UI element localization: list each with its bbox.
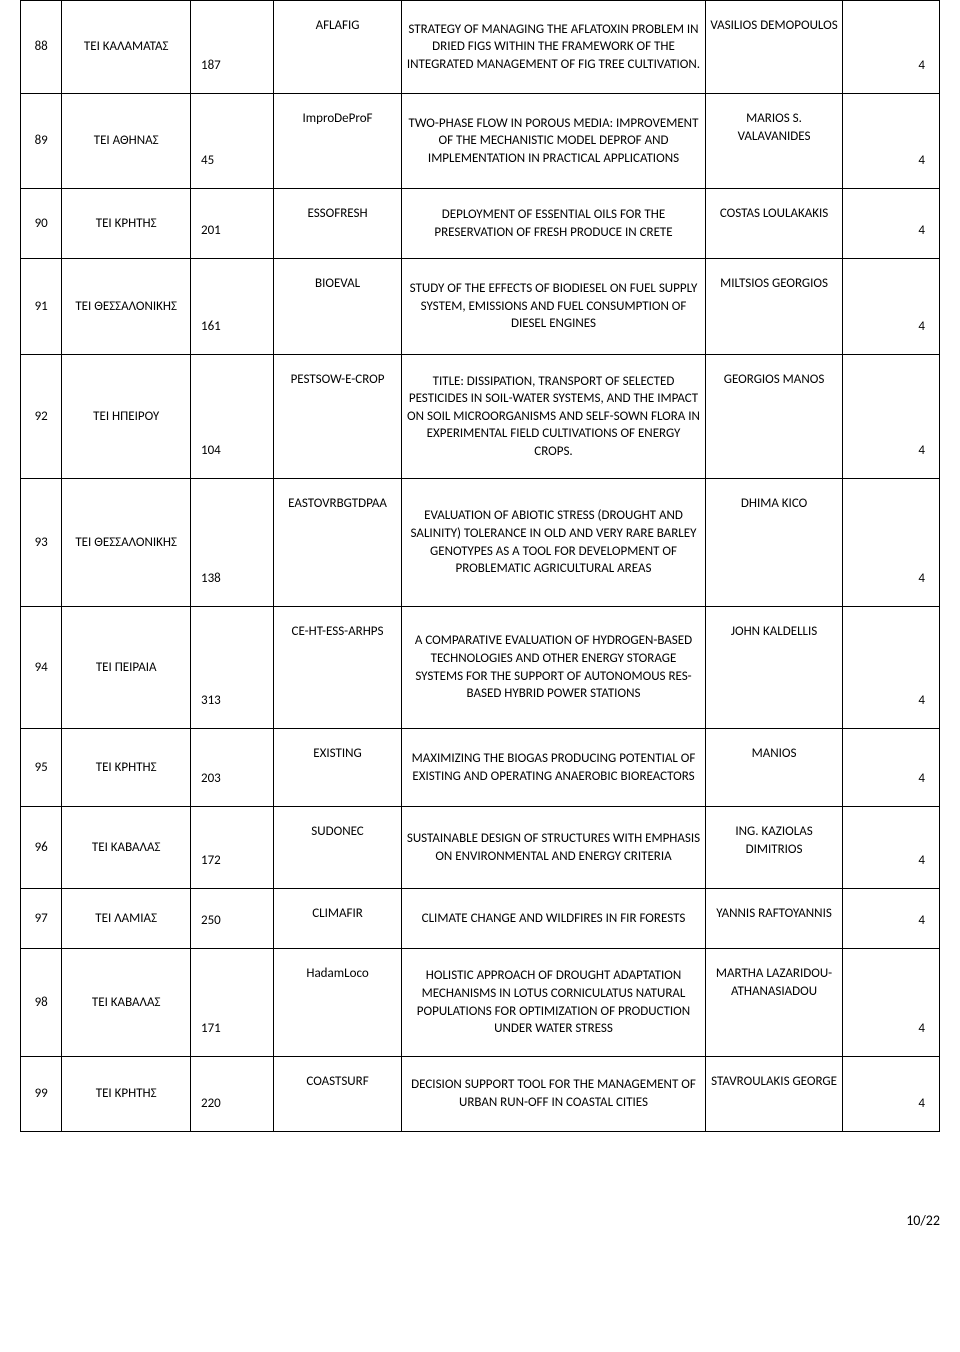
cell-num: 138 <box>191 479 274 607</box>
cell-title: CLIMATE CHANGE AND WILDFIRES IN FIR FORE… <box>402 889 705 949</box>
cell-person: VASILIOS DEMOPOULOS <box>705 1 843 94</box>
cell-person: MANIOS <box>705 729 843 807</box>
cell-acronym: ESSOFRESH <box>273 189 402 259</box>
cell-num: 313 <box>191 607 274 729</box>
cell-num: 172 <box>191 807 274 889</box>
cell-num: 250 <box>191 889 274 949</box>
cell-index: 93 <box>21 479 62 607</box>
cell-num: 161 <box>191 259 274 355</box>
cell-person: YANNIS RAFTOYANNIS <box>705 889 843 949</box>
cell-institution: ΤΕΙ ΗΠΕΙΡΟΥ <box>62 355 191 479</box>
cell-institution: ΤΕΙ ΚΑΛΑΜΑΤΑΣ <box>62 1 191 94</box>
cell-institution: ΤΕΙ ΘΕΣΣΑΛΟΝΙΚΗΣ <box>62 259 191 355</box>
cell-score: 4 <box>843 259 940 355</box>
cell-title: SUSTAINABLE DESIGN OF STRUCTURES WITH EM… <box>402 807 705 889</box>
cell-score: 4 <box>843 355 940 479</box>
cell-acronym: AFLAFIG <box>273 1 402 94</box>
cell-score: 4 <box>843 94 940 189</box>
cell-num: 220 <box>191 1057 274 1132</box>
cell-institution: ΤΕΙ ΚΑΒΑΛΑΣ <box>62 949 191 1057</box>
cell-acronym: SUDONEC <box>273 807 402 889</box>
cell-title: MAXIMIZING THE BIOGAS PRODUCING POTENTIA… <box>402 729 705 807</box>
cell-score: 4 <box>843 1 940 94</box>
table-row: 93ΤΕΙ ΘΕΣΣΑΛΟΝΙΚΗΣ138EASTOVRBGTDPAAEVALU… <box>21 479 940 607</box>
cell-acronym: COASTSURF <box>273 1057 402 1132</box>
cell-person: ING. KAZIOLAS DIMITRIOS <box>705 807 843 889</box>
cell-title: HOLISTIC APPROACH OF DROUGHT ADAPTATION … <box>402 949 705 1057</box>
cell-institution: ΤΕΙ ΚΡΗΤΗΣ <box>62 189 191 259</box>
table-row: 99ΤΕΙ ΚΡΗΤΗΣ220COASTSURFDECISION SUPPORT… <box>21 1057 940 1132</box>
cell-index: 89 <box>21 94 62 189</box>
cell-title: STRATEGY OF MANAGING THE AFLATOXIN PROBL… <box>402 1 705 94</box>
cell-acronym: ImproDeProF <box>273 94 402 189</box>
cell-person: COSTAS LOULAKAKIS <box>705 189 843 259</box>
cell-score: 4 <box>843 729 940 807</box>
cell-institution: ΤΕΙ ΛΑΜΙΑΣ <box>62 889 191 949</box>
table-row: 96ΤΕΙ ΚΑΒΑΛΑΣ172SUDONECSUSTAINABLE DESIG… <box>21 807 940 889</box>
cell-acronym: CE-HT-ESS-ARHPS <box>273 607 402 729</box>
cell-acronym: EXISTING <box>273 729 402 807</box>
table-row: 95ΤΕΙ ΚΡΗΤΗΣ203EXISTINGMAXIMIZING THE BI… <box>21 729 940 807</box>
cell-title: TITLE: DISSIPATION, TRANSPORT OF SELECTE… <box>402 355 705 479</box>
cell-num: 203 <box>191 729 274 807</box>
cell-institution: ΤΕΙ ΑΘΗΝΑΣ <box>62 94 191 189</box>
cell-score: 4 <box>843 1057 940 1132</box>
cell-index: 91 <box>21 259 62 355</box>
cell-title: DEPLOYMENT OF ESSENTIAL OILS FOR THE PRE… <box>402 189 705 259</box>
table-row: 91ΤΕΙ ΘΕΣΣΑΛΟΝΙΚΗΣ161BIOEVALSTUDY OF THE… <box>21 259 940 355</box>
table-row: 98ΤΕΙ ΚΑΒΑΛΑΣ171HadamLocoHOLISTIC APPROA… <box>21 949 940 1057</box>
cell-acronym: PESTSOW-E-CROP <box>273 355 402 479</box>
cell-institution: ΤΕΙ ΚΡΗΤΗΣ <box>62 1057 191 1132</box>
cell-score: 4 <box>843 607 940 729</box>
cell-score: 4 <box>843 807 940 889</box>
cell-index: 96 <box>21 807 62 889</box>
cell-person: MARTHA LAZARIDOU-ATHANASIADOU <box>705 949 843 1057</box>
cell-acronym: BIOEVAL <box>273 259 402 355</box>
table-body: 88ΤΕΙ ΚΑΛΑΜΑΤΑΣ187AFLAFIGSTRATEGY OF MAN… <box>21 1 940 1132</box>
cell-acronym: HadamLoco <box>273 949 402 1057</box>
cell-institution: ΤΕΙ ΚΡΗΤΗΣ <box>62 729 191 807</box>
cell-title: STUDY OF THE EFFECTS OF BIODIESEL ON FUE… <box>402 259 705 355</box>
cell-index: 98 <box>21 949 62 1057</box>
cell-num: 187 <box>191 1 274 94</box>
cell-index: 90 <box>21 189 62 259</box>
cell-title: A COMPARATIVE EVALUATION OF HYDROGEN-BAS… <box>402 607 705 729</box>
cell-person: MILTSIOS GEORGIOS <box>705 259 843 355</box>
cell-person: JOHN KALDELLIS <box>705 607 843 729</box>
cell-person: MARIOS S. VALAVANIDES <box>705 94 843 189</box>
cell-title: DECISION SUPPORT TOOL FOR THE MANAGEMENT… <box>402 1057 705 1132</box>
cell-institution: ΤΕΙ ΘΕΣΣΑΛΟΝΙΚΗΣ <box>62 479 191 607</box>
cell-index: 94 <box>21 607 62 729</box>
cell-person: STAVROULAKIS GEORGE <box>705 1057 843 1132</box>
cell-institution: ΤΕΙ ΠΕΙΡΑΙΑ <box>62 607 191 729</box>
cell-title: EVALUATION OF ABIOTIC STRESS (DROUGHT AN… <box>402 479 705 607</box>
table-row: 89ΤΕΙ ΑΘΗΝΑΣ45ImproDeProFTWO-PHASE FLOW … <box>21 94 940 189</box>
cell-person: DHIMA KICO <box>705 479 843 607</box>
cell-acronym: EASTOVRBGTDPAA <box>273 479 402 607</box>
table-row: 94ΤΕΙ ΠΕΙΡΑΙΑ313CE-HT-ESS-ARHPSA COMPARA… <box>21 607 940 729</box>
cell-institution: ΤΕΙ ΚΑΒΑΛΑΣ <box>62 807 191 889</box>
cell-num: 201 <box>191 189 274 259</box>
cell-index: 92 <box>21 355 62 479</box>
table-row: 92ΤΕΙ ΗΠΕΙΡΟΥ104PESTSOW-E-CROPTITLE: DIS… <box>21 355 940 479</box>
cell-index: 97 <box>21 889 62 949</box>
data-table: 88ΤΕΙ ΚΑΛΑΜΑΤΑΣ187AFLAFIGSTRATEGY OF MAN… <box>20 0 940 1132</box>
cell-index: 88 <box>21 1 62 94</box>
cell-index: 95 <box>21 729 62 807</box>
cell-acronym: CLIMAFIR <box>273 889 402 949</box>
cell-num: 171 <box>191 949 274 1057</box>
cell-person: GEORGIOS MANOS <box>705 355 843 479</box>
cell-score: 4 <box>843 479 940 607</box>
cell-index: 99 <box>21 1057 62 1132</box>
cell-title: TWO-PHASE FLOW IN POROUS MEDIA: IMPROVEM… <box>402 94 705 189</box>
table-row: 97ΤΕΙ ΛΑΜΙΑΣ250CLIMAFIRCLIMATE CHANGE AN… <box>21 889 940 949</box>
cell-score: 4 <box>843 189 940 259</box>
cell-score: 4 <box>843 949 940 1057</box>
page-footer: 10/22 <box>0 1172 960 1229</box>
cell-num: 104 <box>191 355 274 479</box>
cell-num: 45 <box>191 94 274 189</box>
cell-score: 4 <box>843 889 940 949</box>
table-row: 88ΤΕΙ ΚΑΛΑΜΑΤΑΣ187AFLAFIGSTRATEGY OF MAN… <box>21 1 940 94</box>
table-row: 90ΤΕΙ ΚΡΗΤΗΣ201ESSOFRESHDEPLOYMENT OF ES… <box>21 189 940 259</box>
